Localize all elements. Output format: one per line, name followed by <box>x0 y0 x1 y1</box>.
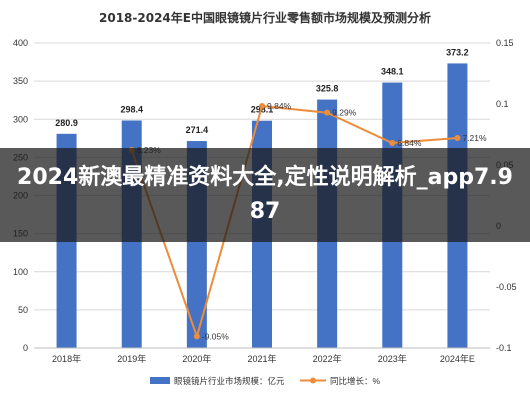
x-tick-label: 2018年 <box>52 353 81 364</box>
growth-point <box>454 135 461 142</box>
y-left-tick-label: 100 <box>13 267 28 277</box>
growth-point <box>324 109 331 116</box>
bar-data-label: 280.9 <box>55 118 78 128</box>
growth-data-label: 7.21% <box>462 133 487 143</box>
y-right-tick-label: -0.1 <box>496 343 512 353</box>
legend-bar-label: 眼镜镜片行业市场规模：亿元 <box>174 376 285 386</box>
legend-line-label: 同比增长：% <box>330 376 381 386</box>
y-left-tick-label: 0 <box>23 343 28 353</box>
y-right-tick-label: 0.1 <box>496 99 509 109</box>
growth-data-label: 9.29% <box>332 108 357 118</box>
growth-point <box>259 102 265 109</box>
x-tick-label: 2021年 <box>247 353 276 364</box>
bar-data-label: 348.1 <box>381 67 404 77</box>
x-tick-label: 2023年 <box>378 353 407 364</box>
legend: 眼镜镜片行业市场规模：亿元 同比增长：% <box>150 376 381 386</box>
y-left-tick-label: 350 <box>13 76 28 86</box>
growth-line <box>130 104 458 340</box>
y-left-tick-label: 50 <box>18 305 28 315</box>
x-tick-label: 2022年 <box>313 353 342 364</box>
bar-data-label: 298.1 <box>251 105 274 115</box>
legend-bar-swatch <box>150 377 170 384</box>
y-right-tick-label: 0.15 <box>496 38 514 48</box>
bar-data-label: 325.8 <box>316 84 339 94</box>
x-tick-label: 2019年 <box>117 353 146 364</box>
bar-data-label: 271.4 <box>186 125 209 135</box>
x-tick-label: 2020年 <box>182 353 211 364</box>
chart-title: 2018-2024年E中国眼镜镜片行业零售额市场规模及预测分析 <box>99 10 431 25</box>
overlay-banner: 2024新澳最精准资料大全,定性说明解析_app7.987 <box>0 148 530 242</box>
bar-data-label: 373.2 <box>446 47 469 57</box>
y-right-tick-label: -0.05 <box>496 282 517 292</box>
x-tick-label: 2024年E <box>440 353 475 364</box>
growth-point <box>193 333 200 340</box>
growth-point <box>389 140 396 147</box>
growth-data-label: -9.05% <box>202 331 229 341</box>
bar-data-label: 298.4 <box>120 104 143 114</box>
legend-line-marker <box>310 377 316 384</box>
overlay-banner-text: 2024新澳最精准资料大全,定性说明解析_app7.987 <box>17 165 513 224</box>
growth-data-label: 6.84% <box>397 138 422 148</box>
growth-data-label: 9.84% <box>267 101 292 111</box>
y-left-tick-label: 300 <box>13 114 28 124</box>
y-left-tick-label: 400 <box>13 38 28 48</box>
